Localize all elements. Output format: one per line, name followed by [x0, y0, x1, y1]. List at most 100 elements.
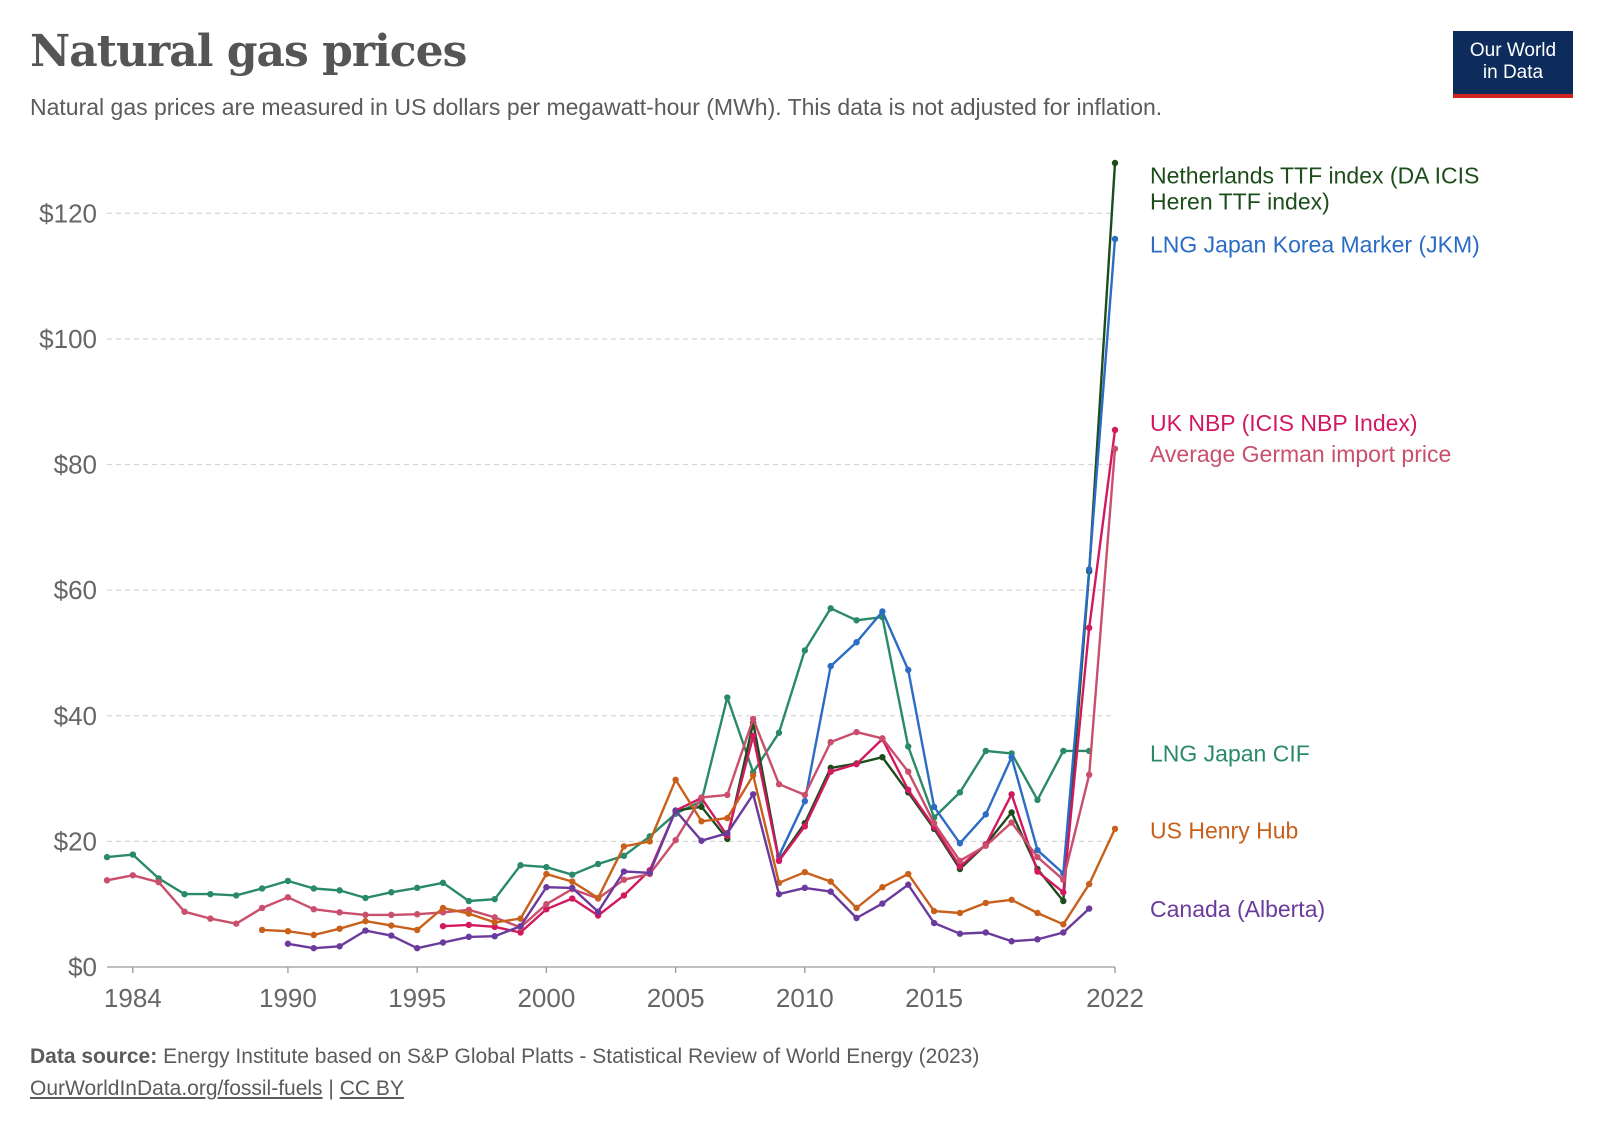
data-point [543, 884, 550, 891]
data-point [569, 878, 576, 885]
data-point [801, 647, 809, 654]
data-point [775, 857, 783, 865]
series-line [106, 448, 1117, 929]
x-tick-label: 1995 [388, 983, 446, 1013]
data-point [103, 877, 111, 884]
data-point [698, 818, 705, 825]
data-point [362, 927, 369, 934]
data-point [439, 939, 447, 946]
data-point [853, 914, 860, 922]
data-point [1034, 853, 1041, 861]
logo-line-1: Our World [1469, 40, 1557, 61]
y-tick-label: $60 [54, 575, 97, 605]
series-uk-nbp-icis-nbp-index [439, 426, 1119, 936]
data-point [594, 908, 602, 915]
series-line [106, 607, 1090, 903]
data-point [517, 929, 524, 936]
data-point [827, 878, 834, 885]
data-point [491, 919, 498, 926]
data-point [1060, 921, 1067, 928]
data-point [749, 772, 757, 779]
data-point [749, 791, 757, 798]
data-point [827, 888, 834, 895]
data-point [698, 794, 705, 801]
data-point [543, 870, 550, 878]
data-point [956, 789, 964, 796]
data-point [1008, 938, 1015, 945]
data-point [956, 909, 964, 917]
y-tick-label: $100 [39, 324, 97, 354]
data-point [439, 904, 447, 912]
data-point [1034, 868, 1041, 875]
x-tick-label: 1990 [259, 983, 317, 1013]
source-link[interactable]: OurWorldInData.org/fossil-fuels [30, 1077, 323, 1100]
data-point [233, 892, 240, 899]
x-tick-label: 2010 [776, 983, 834, 1013]
data-point [853, 760, 860, 768]
data-point [310, 931, 317, 939]
footer-separator: | [328, 1077, 334, 1100]
data-point [982, 899, 989, 907]
data-point [801, 791, 809, 799]
data-point [594, 860, 602, 868]
data-point [801, 868, 809, 876]
data-point [517, 922, 524, 930]
data-point [1085, 905, 1093, 912]
data-point [724, 694, 731, 701]
data-point [388, 922, 395, 929]
data-point [930, 907, 938, 915]
data-point [491, 923, 498, 930]
series-label: Heren TTF index) [1150, 189, 1330, 215]
data-point [956, 863, 964, 870]
data-point [439, 922, 447, 930]
x-tick-label: 1984 [104, 983, 162, 1013]
data-point [207, 890, 214, 898]
y-tick-label: $0 [68, 952, 97, 982]
series-lng-japan-cif [103, 605, 1093, 905]
series-line [287, 793, 1091, 950]
data-point [155, 879, 162, 886]
data-point [775, 729, 783, 736]
data-point [1008, 754, 1015, 761]
x-tick-label: 2015 [905, 983, 963, 1013]
data-point [362, 894, 369, 902]
y-tick-label: $80 [54, 450, 97, 480]
data-point [258, 926, 266, 934]
data-point [1008, 791, 1015, 798]
data-point [956, 930, 964, 937]
data-point [853, 639, 860, 646]
data-point [465, 921, 473, 929]
data-point [620, 876, 628, 883]
data-point [672, 776, 679, 784]
data-point [982, 929, 989, 936]
gridlines: $0 $20 $40 $60 $80 $100 $120 [39, 198, 1115, 982]
data-point [1034, 846, 1041, 854]
data-point [310, 944, 317, 952]
chart-title: Natural gas prices [30, 26, 467, 77]
y-tick-label: $40 [54, 701, 97, 731]
data-point [879, 754, 886, 761]
owid-logo[interactable]: Our World in Data [1453, 31, 1573, 98]
data-point [801, 884, 809, 892]
data-point [310, 885, 317, 892]
data-point [1111, 235, 1119, 243]
data-point [620, 852, 628, 860]
data-point [310, 906, 317, 913]
data-point [336, 909, 343, 916]
data-point [724, 814, 731, 822]
series-label: Canada (Alberta) [1150, 896, 1325, 922]
series-line [675, 162, 1117, 903]
data-point [982, 747, 989, 755]
data-point [853, 904, 860, 912]
data-point [1111, 825, 1119, 833]
series-lng-japan-korea-marker-jkm [775, 235, 1119, 877]
data-point [388, 889, 395, 896]
data-point [569, 871, 576, 878]
data-point [1008, 809, 1015, 816]
data-point [517, 862, 524, 869]
data-point [569, 895, 576, 902]
data-point [982, 842, 989, 849]
y-tick-label: $20 [54, 826, 97, 856]
data-point [181, 890, 188, 898]
license-link[interactable]: CC BY [339, 1077, 404, 1100]
